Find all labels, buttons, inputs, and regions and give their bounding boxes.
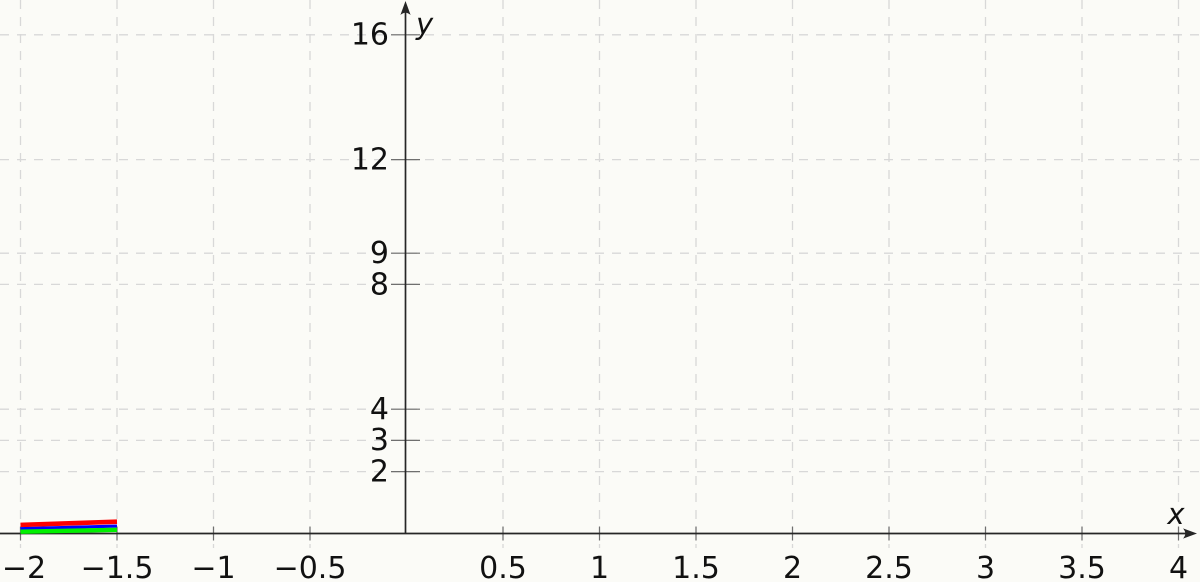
x-tick-label-1-5: 1.5 — [672, 551, 720, 582]
y-axis-arrow — [400, 1, 411, 15]
y-axis-label: y — [415, 7, 434, 41]
x-axis-label: x — [1166, 497, 1185, 531]
x-tick-label-neg-0-5: −0.5 — [274, 551, 347, 582]
series-green-segment — [20, 527, 118, 534]
x-tick-label-3-5: 3.5 — [1058, 551, 1106, 582]
x-tick-label-1: 1 — [590, 551, 609, 582]
x-tick-label-3: 3 — [976, 551, 995, 582]
y-tick-label-8: 8 — [370, 268, 389, 303]
y-tick-label-16: 16 — [351, 18, 389, 53]
y-tick-label-2: 2 — [370, 455, 389, 490]
x-tick-label-0-5: 0.5 — [479, 551, 527, 582]
x-tick-label-neg-1: −1 — [191, 551, 235, 582]
x-tick-label-neg-1-5: −1.5 — [81, 551, 154, 582]
x-tick-label-4: 4 — [1169, 551, 1188, 582]
series-blue-segment — [20, 524, 118, 531]
x-axis-arrow — [1183, 528, 1197, 539]
y-tick-label-4: 4 — [370, 392, 389, 427]
y-tick-label-9: 9 — [370, 236, 389, 271]
x-tick-label-2-5: 2.5 — [865, 551, 913, 582]
x-tick-label-2: 2 — [783, 551, 802, 582]
x-tick-label-neg-2: −2 — [2, 551, 46, 582]
y-tick-label-12: 12 — [351, 143, 389, 178]
y-tick-label-3: 3 — [370, 423, 389, 458]
series-red-segment — [20, 519, 118, 528]
